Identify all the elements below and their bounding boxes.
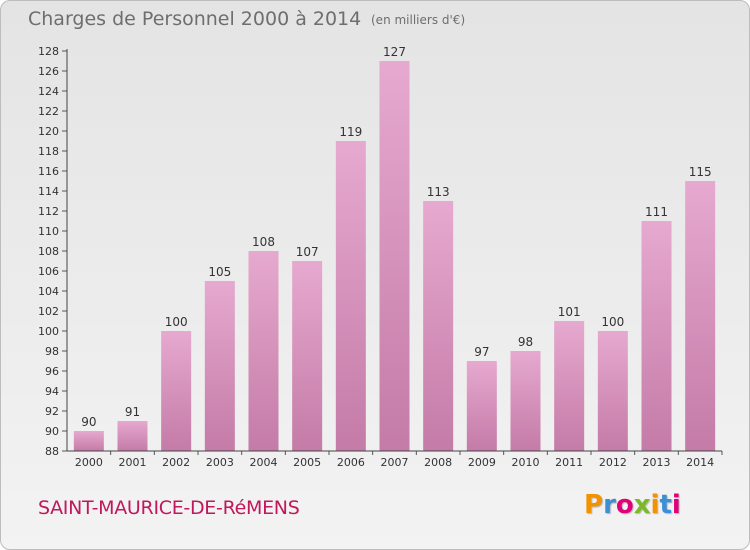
chart-title: Charges de Personnel 2000 à 2014 xyxy=(28,8,362,30)
data-label-2009: 97 xyxy=(474,345,489,359)
data-label-2010: 98 xyxy=(518,335,533,349)
bar-2000 xyxy=(73,431,104,451)
data-label-2007: 127 xyxy=(383,45,406,59)
chart-subtitle: (en milliers d'€) xyxy=(371,13,466,27)
data-label-2006: 119 xyxy=(339,125,362,139)
y-tick-label: 122 xyxy=(38,105,59,118)
bar-2007 xyxy=(379,61,410,451)
y-tick-label: 114 xyxy=(38,185,59,198)
y-tick-label: 110 xyxy=(38,225,59,238)
x-tick-label: 2005 xyxy=(293,456,321,469)
data-label-2002: 100 xyxy=(165,315,188,329)
x-tick-label: 2014 xyxy=(686,456,714,469)
data-label-2011: 101 xyxy=(558,305,581,319)
bar-2011 xyxy=(554,321,585,451)
bar-2003 xyxy=(204,281,235,451)
y-tick-label: 124 xyxy=(38,85,59,98)
y-tick-label: 104 xyxy=(38,285,59,298)
data-label-2001: 91 xyxy=(125,405,140,419)
y-tick-label: 90 xyxy=(45,425,59,438)
y-tick-label: 94 xyxy=(45,385,59,398)
y-tick-label: 126 xyxy=(38,65,59,78)
bar-2005 xyxy=(292,261,323,451)
y-tick-label: 118 xyxy=(38,145,59,158)
x-tick-label: 2000 xyxy=(75,456,103,469)
bar-2014 xyxy=(685,181,716,451)
bar-2006 xyxy=(335,141,366,451)
y-tick-label: 92 xyxy=(45,405,59,418)
x-tick-label: 2010 xyxy=(512,456,540,469)
x-tick-label: 2008 xyxy=(424,456,452,469)
x-tick-label: 2003 xyxy=(206,456,234,469)
x-tick-label: 2006 xyxy=(337,456,365,469)
bar-2009 xyxy=(466,361,497,451)
x-tick-label: 2012 xyxy=(599,456,627,469)
data-label-2012: 100 xyxy=(601,315,624,329)
y-tick-label: 98 xyxy=(45,345,59,358)
x-tick-label: 2007 xyxy=(381,456,409,469)
x-tick-label: 2009 xyxy=(468,456,496,469)
bar-2008 xyxy=(423,201,454,451)
x-tick-label: 2011 xyxy=(555,456,583,469)
proxiti-logo: Proxiti xyxy=(584,490,681,520)
bar-2004 xyxy=(248,251,279,451)
data-label-2005: 107 xyxy=(296,245,319,259)
y-tick-label: 96 xyxy=(45,365,59,378)
data-label-2013: 111 xyxy=(645,205,668,219)
bar-2012 xyxy=(597,331,628,451)
x-tick-label: 2004 xyxy=(250,456,278,469)
y-tick-label: 108 xyxy=(38,245,59,258)
data-label-2004: 108 xyxy=(252,235,275,249)
x-tick-label: 2001 xyxy=(119,456,147,469)
y-tick-label: 106 xyxy=(38,265,59,278)
x-tick-label: 2013 xyxy=(643,456,671,469)
bar-2013 xyxy=(641,221,672,451)
y-tick-label: 112 xyxy=(38,205,59,218)
data-label-2014: 115 xyxy=(689,165,712,179)
commune-name: SAINT-MAURICE-DE-RéMENS xyxy=(38,497,300,519)
bar-2002 xyxy=(161,331,192,451)
bar-2010 xyxy=(510,351,541,451)
data-label-2000: 90 xyxy=(81,415,96,429)
y-tick-label: 100 xyxy=(38,325,59,338)
y-tick-label: 102 xyxy=(38,305,59,318)
x-tick-label: 2002 xyxy=(162,456,190,469)
y-tick-label: 128 xyxy=(38,45,59,58)
data-label-2008: 113 xyxy=(427,185,450,199)
y-tick-label: 120 xyxy=(38,125,59,138)
y-tick-label: 88 xyxy=(45,445,59,458)
y-tick-label: 116 xyxy=(38,165,59,178)
bar-2001 xyxy=(117,421,148,451)
data-label-2003: 105 xyxy=(208,265,231,279)
